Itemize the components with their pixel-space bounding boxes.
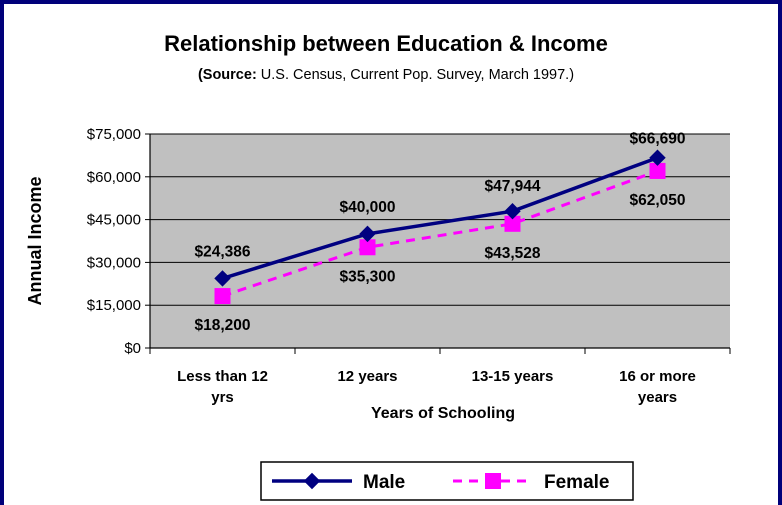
series-line-female: [222, 169, 659, 298]
data-label-female: $35,300: [339, 268, 395, 285]
y-tick-label: $75,000: [87, 126, 141, 143]
legend-label-female: Female: [544, 472, 609, 493]
x-category-label: 13-15 years: [472, 368, 554, 385]
y-tick-label: $30,000: [87, 254, 141, 271]
axes: [145, 133, 731, 354]
data-label-female: $62,050: [629, 192, 685, 209]
legend: Male Female: [260, 461, 634, 501]
x-category-labels: Less than 12 yrs 12 years 13-15 years 16 or …: [177, 368, 696, 406]
y-tick-label: $45,000: [87, 212, 141, 229]
y-axis-title: Annual Income: [25, 176, 45, 305]
data-label-female: $43,528: [484, 245, 540, 262]
chart-subtitle: (Source: U.S. Census, Current Pop. Surve…: [198, 67, 574, 83]
legend-marker-male: [303, 472, 321, 490]
data-label-male: $66,690: [629, 131, 685, 148]
data-point-male: [649, 149, 666, 166]
data-label-male: $40,000: [339, 199, 395, 216]
x-category-label: 12 years: [337, 368, 397, 385]
data-labels: $24,386 $40,000 $47,944 $66,690 $18,200 $35,3…: [194, 131, 685, 334]
x-category-label: Less than 12 yrs: [177, 368, 268, 406]
subtitle-source-text: U.S. Census, Current Pop. Survey, March …: [257, 67, 574, 83]
plot-area: [150, 134, 730, 348]
y-tick-label: $0: [124, 340, 141, 357]
x-axis-title: Years of Schooling: [371, 405, 515, 422]
data-point-male: [359, 225, 376, 243]
data-label-male: $24,386: [194, 243, 250, 260]
x-category-label: 16 or more years: [619, 368, 696, 406]
legend-marker-female: [485, 473, 501, 489]
series: [214, 149, 666, 305]
data-label-female: $18,200: [194, 317, 250, 334]
data-point-male: [214, 270, 231, 287]
y-tick-label: $15,000: [87, 297, 141, 314]
y-tick-label: $60,000: [87, 169, 141, 186]
data-point-female: [214, 288, 231, 305]
data-point-male: [504, 202, 521, 220]
series-line-male: [221, 156, 659, 281]
legend-label-male: Male: [363, 472, 405, 493]
chart-title: Relationship between Education & Income: [164, 31, 608, 56]
subtitle-source-label: (Source:: [198, 67, 257, 83]
y-tick-labels: $0 $15,000 $30,000 $45,000 $60,000 $75,000: [87, 126, 141, 357]
data-label-male: $47,944: [484, 178, 540, 195]
